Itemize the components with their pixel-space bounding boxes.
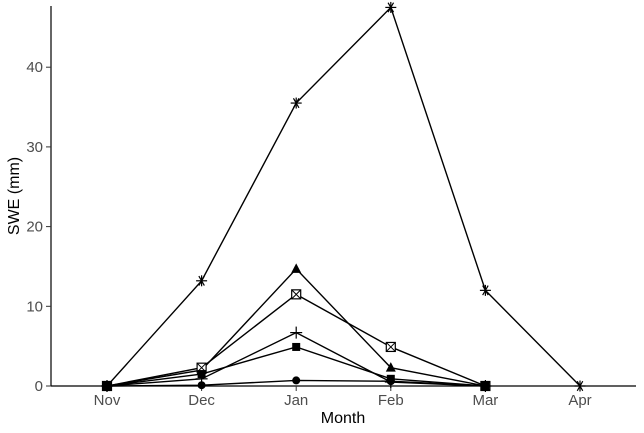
y-tick-label: 10 (26, 298, 43, 315)
data-point-circle-filled (103, 382, 111, 390)
series-circle-filled (103, 376, 490, 390)
data-point-asterisk (290, 97, 302, 109)
data-point-plus (290, 326, 303, 339)
x-tick-label: Nov (94, 392, 121, 409)
series-line (106, 6, 581, 387)
data-point-circle-filled (292, 376, 301, 385)
x-axis: Nov Dec Jan Feb Mar Apr (51, 385, 636, 409)
series-line (106, 293, 486, 387)
data-point-asterisk (385, 1, 397, 13)
data-point-circle-filled (197, 381, 206, 390)
y-tick-label: 30 (26, 139, 43, 156)
data-point-circle-filled (481, 382, 490, 390)
x-tick-label: Dec (188, 392, 215, 409)
series-layer (101, 1, 586, 392)
x-tick-label: Mar (472, 392, 498, 409)
series-asterisk (101, 1, 586, 392)
y-tick-label: 40 (26, 59, 43, 76)
data-point-square-filled (292, 342, 301, 351)
data-point-triangle-filled (385, 362, 396, 372)
y-axis-title: SWE (mm) (6, 157, 23, 235)
data-point-triangle-filled (291, 263, 302, 273)
y-tick-label: 0 (35, 378, 43, 395)
data-point-asterisk (574, 380, 586, 392)
data-point-square-crossed (291, 289, 302, 300)
data-point-asterisk (479, 284, 491, 296)
x-tick-label: Jan (284, 392, 308, 409)
x-axis-title: Month (321, 410, 365, 427)
x-tick-label: Apr (568, 392, 591, 409)
data-point-square-crossed (385, 341, 396, 353)
y-tick-label: 20 (26, 219, 43, 236)
y-axis: 0 10 20 30 40 (26, 6, 52, 395)
data-point-asterisk (196, 275, 208, 287)
data-point-circle-filled (386, 377, 395, 386)
data-point-square-filled (197, 370, 206, 379)
x-tick-label: Feb (378, 392, 404, 409)
